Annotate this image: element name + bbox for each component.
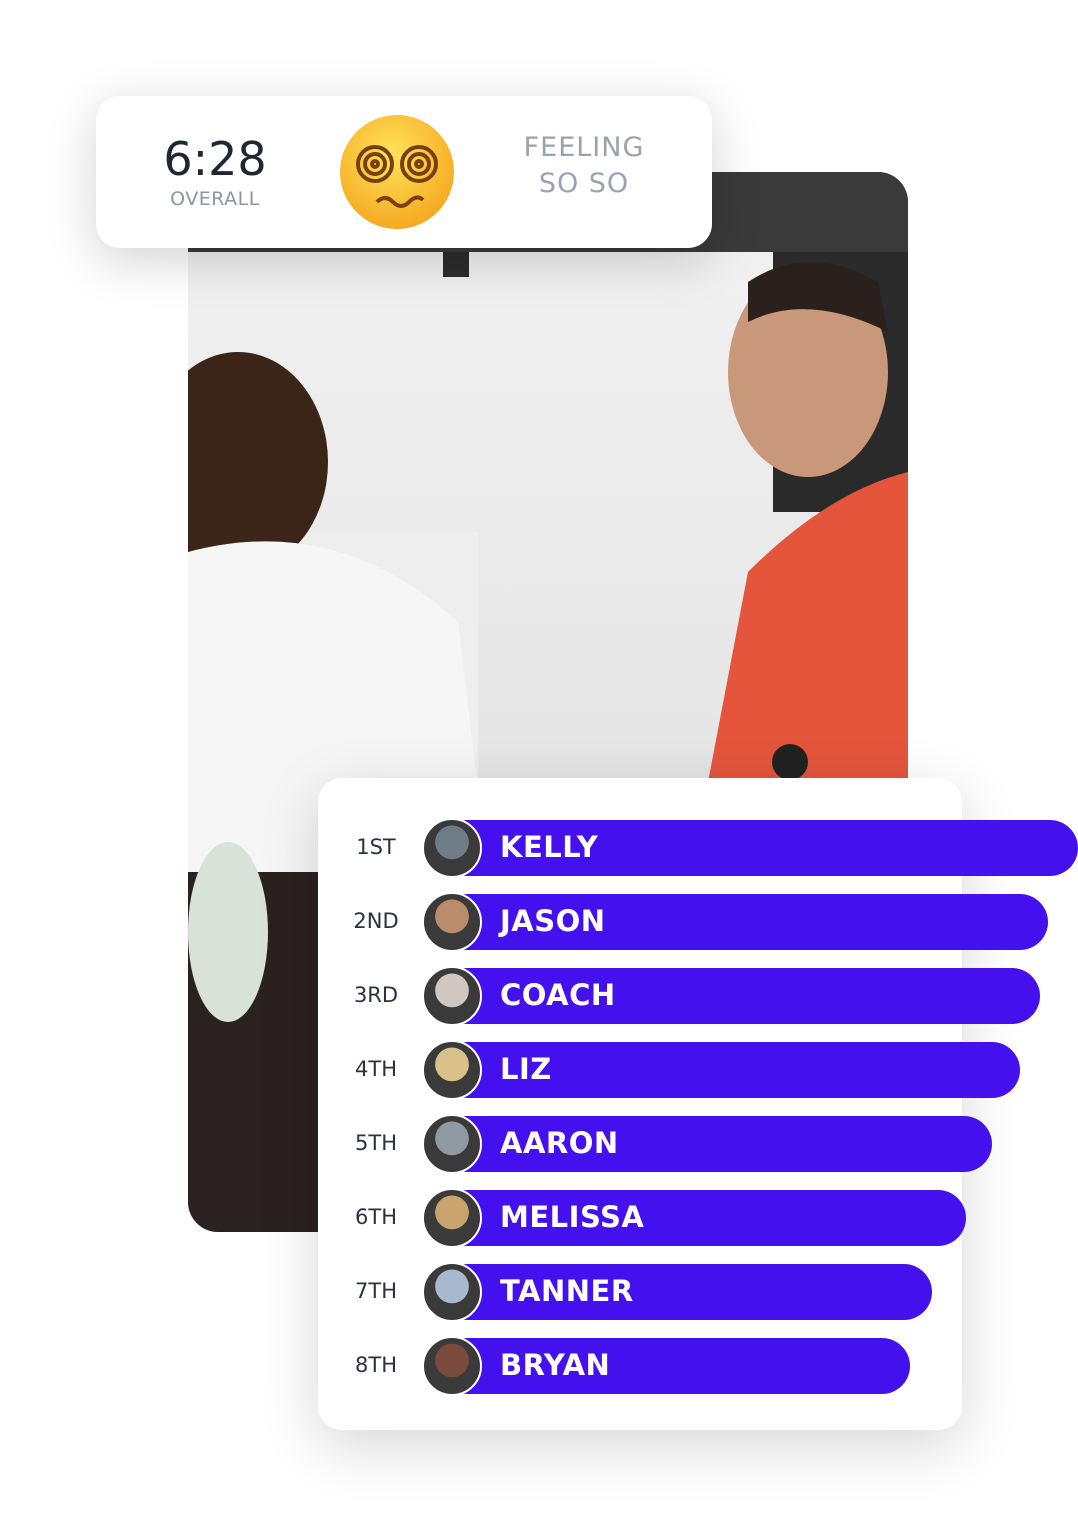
- score-bar: [440, 968, 1040, 1024]
- player-name: AARON: [500, 1126, 619, 1160]
- avatar: [422, 892, 482, 952]
- score-bar: [440, 1264, 932, 1320]
- rank-label: 4TH: [355, 1057, 397, 1081]
- rank-label: 7TH: [355, 1279, 397, 1303]
- rank-label: 6TH: [355, 1205, 397, 1229]
- summary-card: 6:28 OVERALL FEELING SO SO: [96, 96, 712, 248]
- mood-emoji: [340, 115, 454, 229]
- player-name: LIZ: [500, 1052, 552, 1086]
- rank-label: 2ND: [353, 909, 399, 933]
- rank-label: 8TH: [355, 1353, 397, 1377]
- mood-line: FEELING: [523, 132, 645, 163]
- rank-label: 1ST: [356, 835, 396, 859]
- avatar: [422, 1336, 482, 1396]
- score-bar: [440, 1338, 910, 1394]
- player-name: BRYAN: [500, 1348, 611, 1382]
- player-name: TANNER: [500, 1274, 634, 1308]
- player-name: COACH: [500, 978, 616, 1012]
- overall-time: 6:28: [163, 132, 267, 186]
- rank-label: 3RD: [353, 983, 399, 1007]
- avatar: [422, 1188, 482, 1248]
- player-name: JASON: [500, 904, 606, 938]
- score-bar: [440, 1042, 1020, 1098]
- overall-label: OVERALL: [170, 188, 260, 210]
- avatar: [422, 1040, 482, 1100]
- leaderboard-card: [318, 778, 962, 1430]
- avatar: [422, 1262, 482, 1322]
- score-bar: [440, 894, 1048, 950]
- player-name: KELLY: [500, 830, 599, 864]
- score-bar: [440, 1116, 992, 1172]
- avatar: [422, 1114, 482, 1174]
- mood-line: SO SO: [538, 168, 630, 199]
- score-bar: [440, 820, 1078, 876]
- avatar: [422, 966, 482, 1026]
- avatar: [422, 818, 482, 878]
- player-name: MELISSA: [500, 1200, 645, 1234]
- score-bar: [440, 1190, 966, 1246]
- rank-label: 5TH: [355, 1131, 397, 1155]
